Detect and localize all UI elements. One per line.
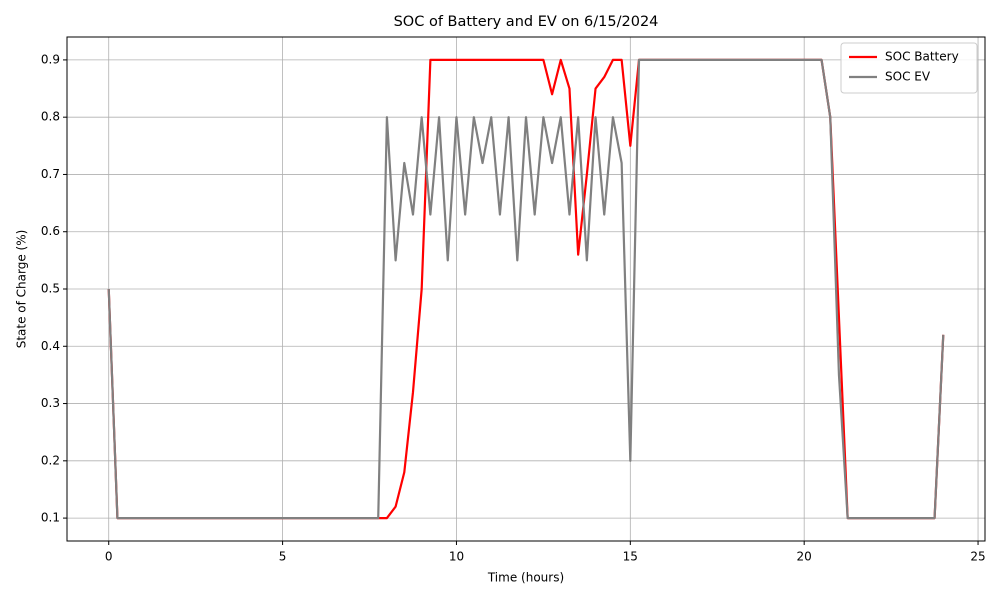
- y-tick-label: 0.1: [41, 511, 60, 525]
- legend-label: SOC EV: [885, 70, 931, 84]
- x-tick-label: 5: [279, 550, 287, 564]
- y-tick-label: 0.8: [41, 110, 60, 124]
- plot-frame: [66, 36, 986, 542]
- x-tick-label: 15: [623, 550, 638, 564]
- x-axis-label: Time (hours): [487, 571, 564, 585]
- series-line: [107, 58, 945, 520]
- y-axis-label: State of Charge (%): [15, 230, 29, 349]
- chart-title: SOC of Battery and EV on 6/15/2024: [394, 14, 659, 30]
- x-tick-label: 10: [449, 550, 464, 564]
- x-tick-label: 20: [797, 550, 812, 564]
- y-tick-label: 0.3: [41, 396, 60, 410]
- y-tick-label: 0.6: [41, 224, 60, 238]
- y-tick-label: 0.7: [41, 167, 60, 181]
- y-tick-label: 0.2: [41, 453, 60, 467]
- legend: SOC Battery SOC EV: [840, 42, 978, 94]
- legend-box: [840, 42, 978, 94]
- y-tick-label: 0.9: [41, 52, 60, 66]
- x-tick-label: 25: [970, 550, 985, 564]
- x-tick-label: 0: [105, 550, 113, 564]
- legend-label: SOC Battery: [885, 50, 959, 64]
- y-tick-label: 0.4: [41, 339, 60, 353]
- y-tick-label: 0.5: [41, 282, 60, 296]
